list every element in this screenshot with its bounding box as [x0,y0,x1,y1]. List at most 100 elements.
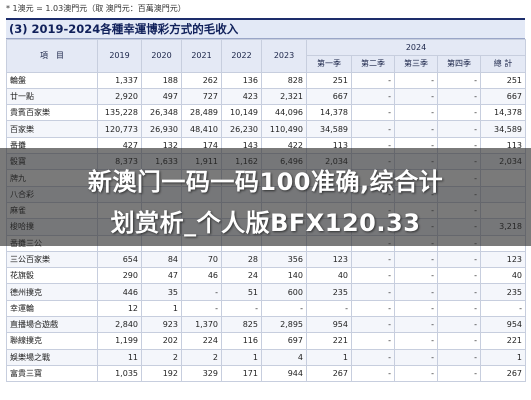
header-quarter: 第二季 [351,55,395,73]
table-cell: 26,930 [141,120,182,138]
table-cell: - [437,348,481,366]
table-cell: 2,920 [97,87,142,106]
table-cell: - [351,120,395,138]
row-label: 聯線撲克 [6,332,98,350]
table-row: 幸運輪 12 1- - - - - - - - [6,299,527,318]
table-cell: - [394,104,438,122]
table-cell: - [394,71,438,89]
table-cell: - [437,87,481,106]
table-cell: 28,489 [181,104,222,122]
row-label: 幸運輪 [6,299,98,318]
table-cell: 110,490 [261,120,307,138]
header-quarter: 第一季 [306,55,352,73]
table-cell: 14,378 [306,104,352,122]
table-cell: 135,228 [97,104,142,122]
table-row: 富貴三寶 1,035 192 329 171 944 267- - -267 [6,364,527,383]
table-row: 三公百家樂 654 84 70 28 356 123- - -123 [6,250,527,269]
table-cell: 84 [141,250,182,269]
row-label: 百家樂 [6,120,98,138]
table-cell: - [351,267,395,285]
table-cell: 2 [181,348,222,366]
table-cell: 1 [141,299,182,318]
table-cell: 446 [97,283,142,301]
table-cell: 954 [306,316,352,334]
table-row: 直播場合遊戲 2,840 923 1,370 825 2,895 954- - -954 [6,316,527,334]
table-row: 德州撲克 446 35-51 600 235- - -235 [6,283,527,301]
table-row: 娛樂場之戰 11 2 2 1 4 1- - -1 [6,348,527,366]
table-cell: 44,096 [261,104,307,122]
table-cell: 123 [306,250,352,269]
table-cell: - [351,250,395,269]
table-cell: 235 [306,283,352,301]
table-cell: - [351,104,395,122]
table-cell: - [351,316,395,334]
row-label: 貴賓百家樂 [6,104,98,122]
table-cell: - [221,299,262,318]
table-cell: 35 [141,283,182,301]
header-quarter: 第三季 [394,55,438,73]
table-cell: 1,370 [181,316,222,334]
table-cell: 46 [181,267,222,285]
table-cell: - [437,364,481,383]
table-cell: 40 [306,267,352,285]
table-cell: - [306,299,352,318]
table-cell: - [437,104,481,122]
table-cell: 10,149 [221,104,262,122]
header-item: 項 目 [6,39,98,73]
table-cell: 171 [221,364,262,383]
row-label: 廿一點 [6,87,98,106]
table-cell: - [394,316,438,334]
table-cell: - [437,316,481,334]
table-cell: - [351,348,395,366]
header-quarter: 第四季 [437,55,481,73]
table-row: 百家樂 120,773 26,930 48,410 26,230 110,490 34,58… [6,120,527,138]
table-cell: 123 [479,250,527,269]
table-cell: - [394,267,438,285]
table-cell: - [394,348,438,366]
table-cell: 40 [479,267,527,285]
table-cell: 497 [141,87,182,106]
table-cell: 116 [221,332,262,350]
table-cell: 12 [97,299,142,318]
table-cell: 48,410 [181,120,222,138]
row-label: 富貴三寶 [6,364,98,383]
row-label: 德州撲克 [6,283,98,301]
table-cell: 11 [97,348,142,366]
table-cell: - [394,120,438,138]
table-cell: 140 [261,267,307,285]
table-cell: 28 [221,250,262,269]
table-cell: 262 [181,71,222,89]
table-cell: 828 [261,71,307,89]
table-cell: 825 [221,316,262,334]
table-cell: 727 [181,87,222,106]
table-cell: 34,589 [306,120,352,138]
table-cell: 14,378 [479,104,527,122]
table-cell: 188 [141,71,182,89]
table-cell: 4 [261,348,307,366]
table-cell: - [394,299,438,318]
table-cell: 1 [306,348,352,366]
table-cell: - [181,299,222,318]
table-title-bar: (3) 2019-2024各種幸運博彩方式的毛收入 [6,18,525,39]
overlay-line-1: 新澳门一码一码100准确,综合计 [87,168,444,196]
row-label: 三公百家樂 [6,250,98,269]
table-cell: 192 [141,364,182,383]
table-title: (3) 2019-2024各種幸運博彩方式的毛收入 [9,22,239,36]
table-cell: 251 [479,71,527,89]
table-row: 輪盤 1,337 188 262 136 828 251- - -251 [6,71,527,89]
row-label: 花旗骰 [6,267,98,285]
table-cell: - [394,250,438,269]
table-cell: 600 [261,283,307,301]
table-cell: - [437,120,481,138]
table-cell: - [437,332,481,350]
table-cell: 423 [221,87,262,106]
table-cell: - [351,299,395,318]
table-cell: - [351,332,395,350]
table-row: 貴賓百家樂 135,228 26,348 28,489 10,149 44,096 14,3… [6,104,527,122]
table-cell: 329 [181,364,222,383]
table-cell: - [394,332,438,350]
header-year: 2022 [221,39,262,73]
table-cell: 2,895 [261,316,307,334]
table-cell: - [261,299,307,318]
table-cell: - [394,283,438,301]
